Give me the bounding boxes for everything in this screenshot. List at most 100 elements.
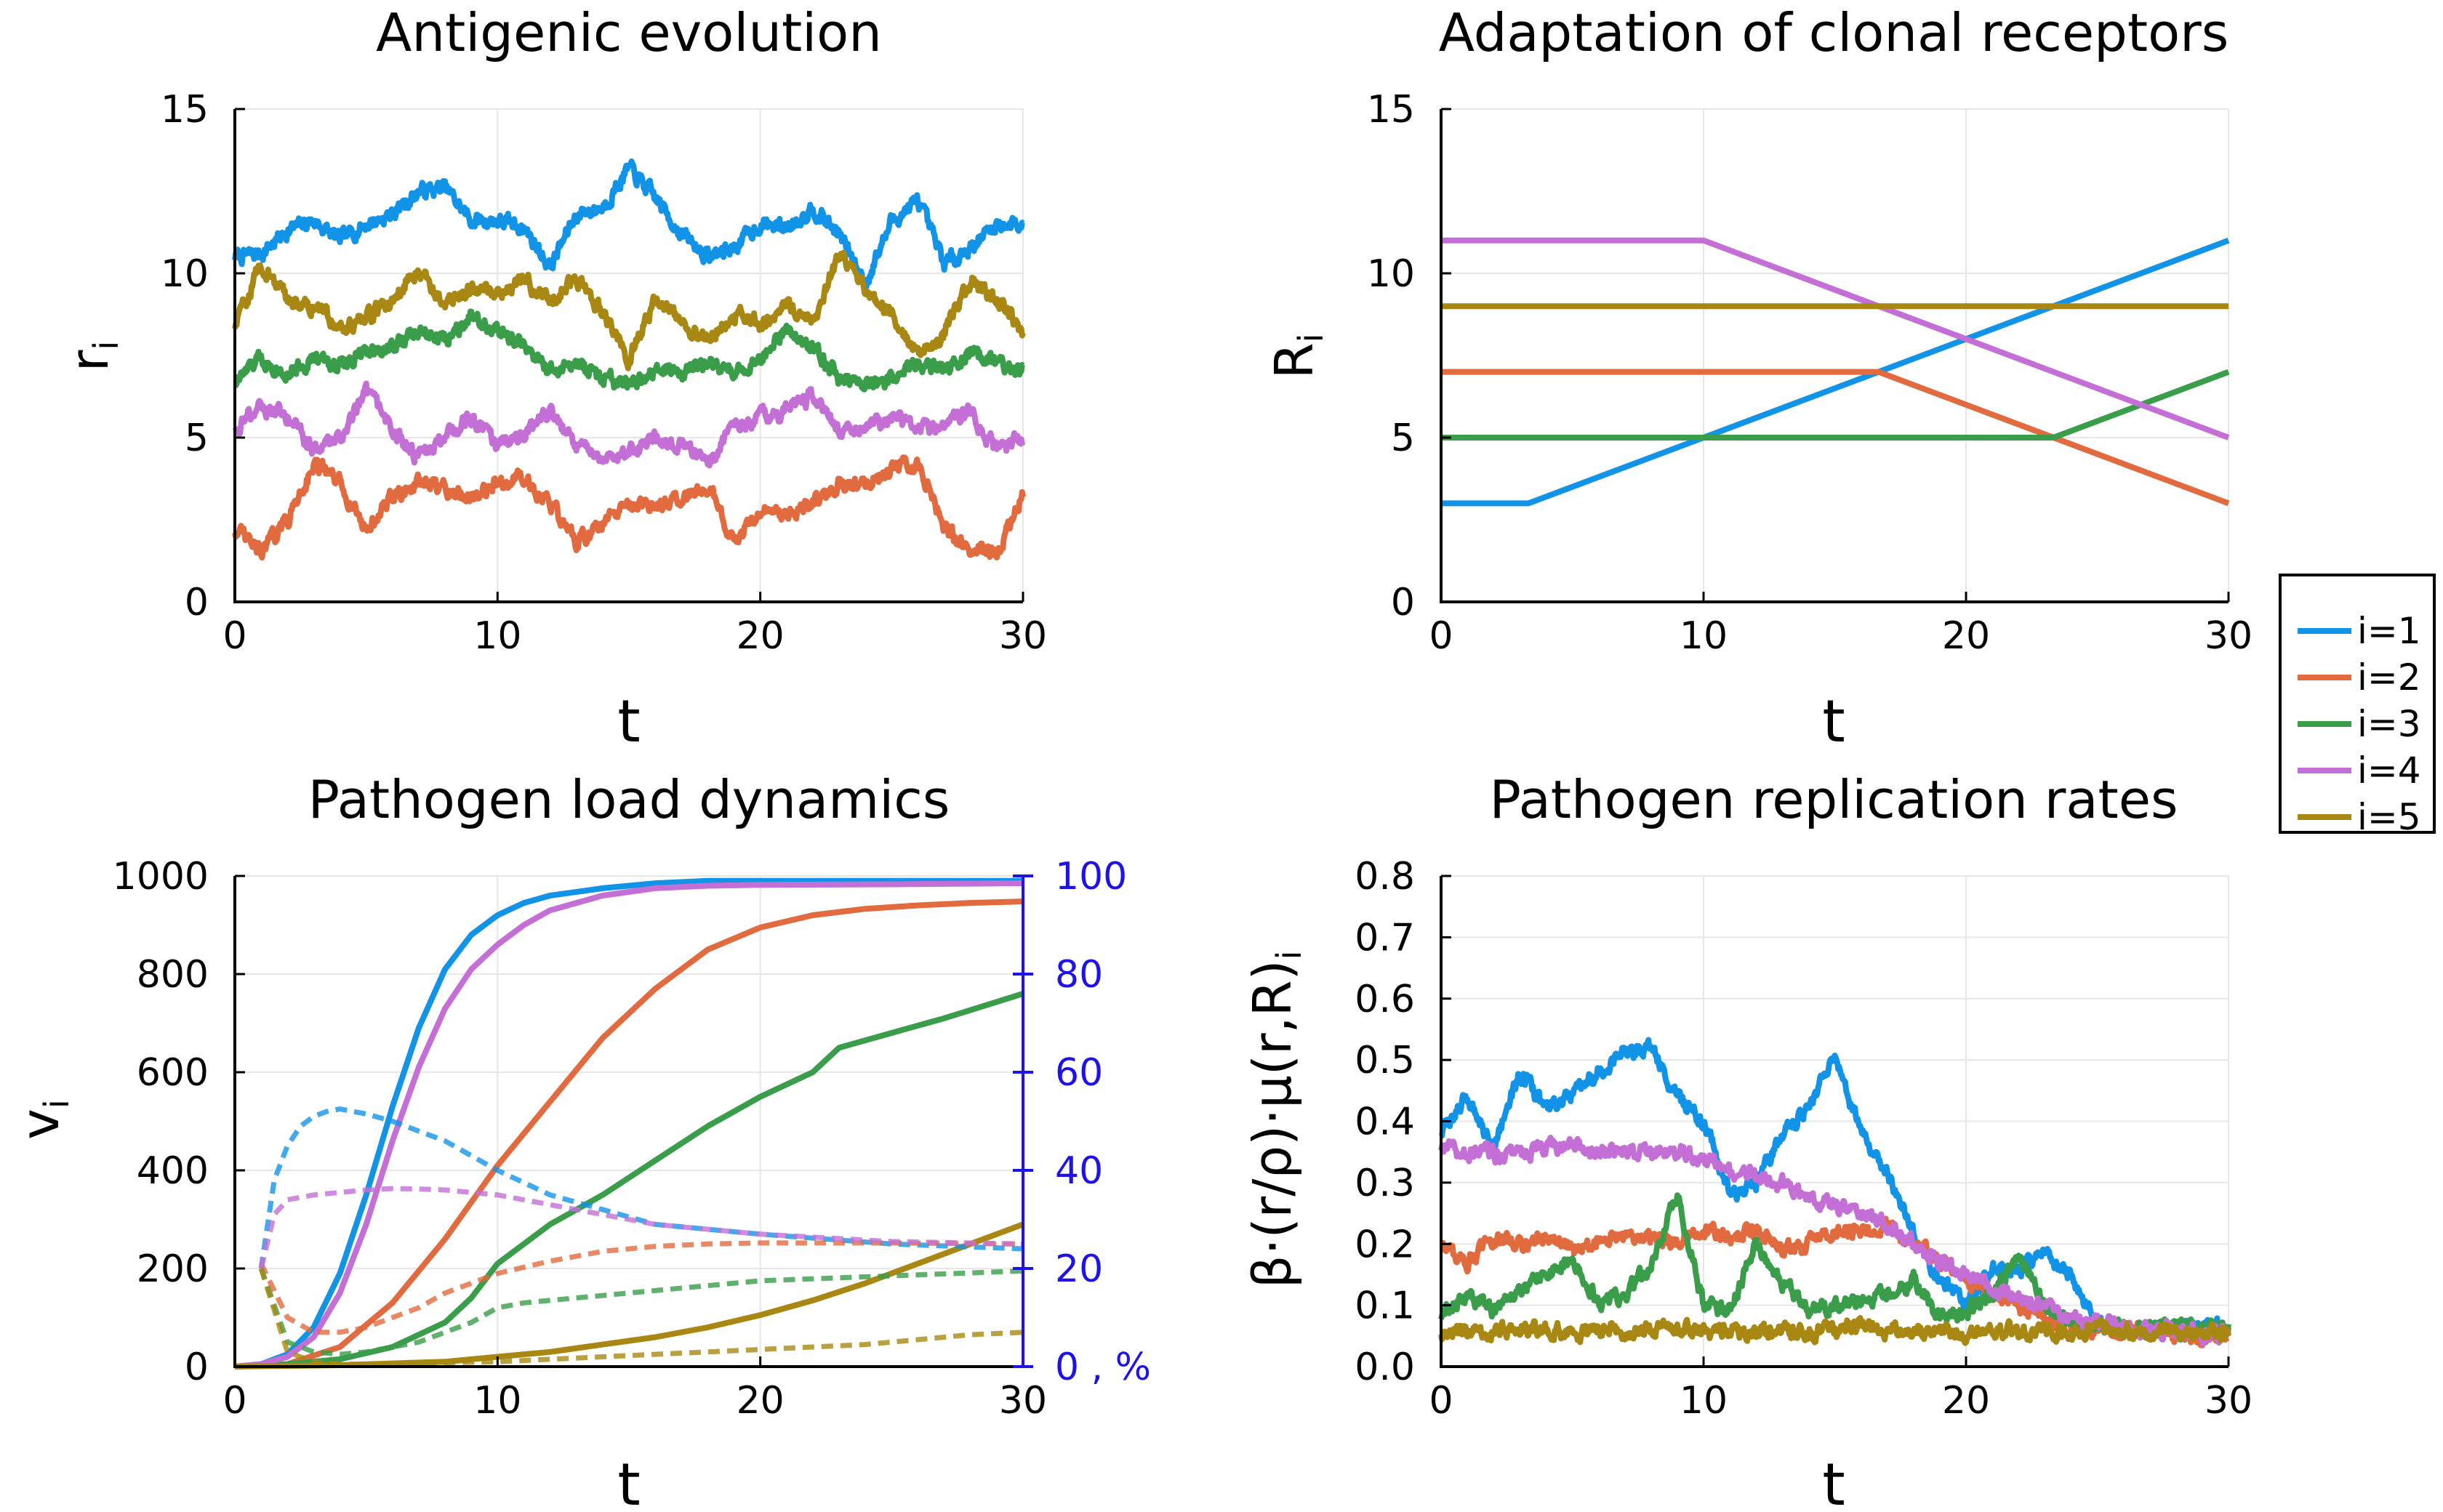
y-axis-label: vi: [9, 1099, 76, 1139]
y-tick-label: 15: [1367, 88, 1415, 132]
series-layer: [234, 877, 1024, 1370]
x-tick-label: 0: [1429, 614, 1453, 658]
x-tick-label: 20: [1942, 614, 1990, 658]
y-tick-label: 0.2: [1355, 1223, 1415, 1266]
y-axis-label-main: r: [59, 350, 120, 371]
x-tick-label: 0: [222, 1379, 246, 1423]
y-tick-label: 0: [1391, 581, 1415, 624]
axes: 0 10 20 30 0.0 0.1 0.2 0.3 0.4 0.5 0.6 0.7 0.8: [1355, 855, 2253, 1423]
series-line-i=2: [1441, 369, 2230, 507]
x-tick-label: 10: [1680, 1379, 1728, 1423]
series-line-i=3: [233, 308, 1025, 393]
series-line-i=4: [1441, 237, 2230, 441]
series-line-i=1: [232, 158, 1025, 291]
series-layer: [1438, 1037, 2231, 1348]
y-tick-label: 0: [185, 1346, 209, 1389]
y-axis-label: ri: [59, 341, 126, 371]
legend: i=1i=2i=3i=4i=5: [2279, 574, 2436, 838]
series-line-i=4: [1438, 1135, 2231, 1347]
y-tick-label: 1000: [113, 855, 209, 898]
grid: [1440, 108, 2229, 603]
legend-label: i=2: [2357, 656, 2421, 699]
secondary-y-tick-label: 20: [1055, 1247, 1103, 1291]
x-tick-label: 10: [1680, 614, 1728, 658]
secondary-line-i=4: [258, 1186, 1024, 1269]
axes: 0 10 20 30 0 5 10 15: [161, 88, 1047, 658]
y-tick-label: 0: [185, 581, 209, 624]
series-line-i=4: [234, 880, 1024, 1370]
x-tick-label: 30: [999, 614, 1047, 658]
y-axis-label-sub: i: [1291, 334, 1331, 343]
series-line-i=1: [1439, 1037, 2231, 1343]
secondary-line-i=5: [258, 1267, 1024, 1367]
legend-label: i=4: [2357, 749, 2421, 792]
panel-replication-rates: Pathogen replication rates 0 10 20 30 0.0 0.1…: [1242, 769, 2253, 1512]
y-tick-label: 5: [185, 417, 209, 460]
y-tick-label: 0.5: [1355, 1039, 1415, 1082]
series-line-i=3: [234, 991, 1024, 1370]
series-line-i=2: [234, 898, 1024, 1370]
secondary-y-tick-label: 0 , %: [1055, 1346, 1151, 1389]
grid: [1440, 875, 2229, 1367]
legend-frame: [2279, 574, 2436, 834]
series-layer: [1441, 237, 2230, 507]
legend-label: i=1: [2357, 610, 2421, 652]
panel-title: Antigenic evolution: [376, 2, 882, 63]
series-line-i=1: [1441, 238, 2230, 507]
x-tick-label: 10: [473, 614, 521, 658]
x-tick-label: 20: [1942, 1379, 1990, 1423]
series-line-i=4: [232, 380, 1026, 469]
y-tick-label: 0.7: [1355, 916, 1415, 960]
secondary-y-tick-label: 80: [1055, 953, 1103, 997]
series-line-i=3: [1441, 369, 2230, 441]
y-axis-label-sub: i: [87, 341, 126, 350]
y-tick-label: 600: [137, 1051, 209, 1095]
axes: 0 10 20 30 0 5 10 15: [1367, 88, 2253, 658]
series-layer: [232, 158, 1026, 561]
x-axis-label: t: [617, 1451, 640, 1512]
y-tick-label: 10: [161, 252, 209, 296]
x-tick-label: 20: [737, 1379, 785, 1423]
panel-title: Pathogen load dynamics: [308, 769, 950, 830]
y-tick-label: 0.0: [1355, 1346, 1415, 1389]
secondary-line-i=3: [258, 1267, 1024, 1357]
series-line-i=1: [234, 877, 1023, 1370]
legend-items: i=1i=2i=3i=4i=5: [2298, 610, 2421, 838]
y-axis-label: β·(r/ρ)·μ(r,R)i: [1242, 951, 1309, 1289]
x-tick-label: 0: [1429, 1379, 1453, 1423]
panel-clonal-receptors: Adaptation of clonal receptors 0 10 20 30 0 5…: [1264, 2, 2253, 755]
x-tick-label: 10: [473, 1379, 521, 1423]
panel-antigenic-evolution: Antigenic evolution 0 10 20 30 0 5 10 15 t ri: [59, 2, 1047, 755]
y-tick-label: 5: [1391, 417, 1415, 460]
legend-label: i=5: [2357, 796, 2421, 838]
x-tick-label: 30: [2205, 1379, 2253, 1423]
x-axis-label: t: [617, 688, 640, 755]
secondary-series-layer: [258, 1106, 1024, 1367]
y-axis-label-main: v: [9, 1109, 71, 1140]
y-axis-label-sub: i: [1269, 951, 1309, 960]
panel-title: Adaptation of clonal receptors: [1439, 2, 2229, 63]
y-axis-label-sub: i: [37, 1099, 76, 1109]
secondary-y-tick-label: 100: [1055, 855, 1127, 898]
x-tick-label: 30: [999, 1379, 1047, 1423]
y-tick-label: 800: [137, 953, 209, 997]
panel-title: Pathogen replication rates: [1489, 769, 2178, 830]
panel-pathogen-load: Pathogen load dynamics 0 10 20 30 0 200 400 600…: [9, 769, 1151, 1512]
y-axis-label-main: β·(r/ρ)·μ(r,R): [1242, 960, 1303, 1288]
y-tick-label: 0.1: [1355, 1284, 1415, 1328]
legend-label: i=3: [2357, 703, 2421, 745]
grid: [234, 875, 1024, 1367]
y-tick-label: 10: [1367, 252, 1415, 296]
x-tick-label: 20: [737, 614, 785, 658]
y-tick-label: 400: [137, 1149, 209, 1193]
secondary-y-tick-label: 40: [1055, 1149, 1103, 1193]
y-tick-label: 15: [161, 88, 209, 132]
y-tick-label: 0.8: [1355, 855, 1415, 898]
series-line-i=5: [1438, 1315, 2231, 1346]
x-tick-label: 0: [222, 614, 246, 658]
y-tick-label: 0.6: [1355, 978, 1415, 1021]
y-tick-label: 0.3: [1355, 1162, 1415, 1205]
y-tick-label: 200: [137, 1247, 209, 1291]
y-axis-label: Ri: [1264, 334, 1331, 379]
